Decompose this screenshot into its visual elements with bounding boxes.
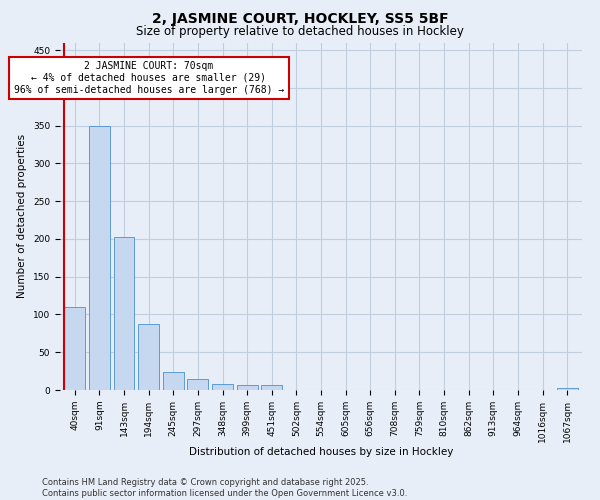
Bar bbox=[236, 386, 257, 390]
Text: 2, JASMINE COURT, HOCKLEY, SS5 5BF: 2, JASMINE COURT, HOCKLEY, SS5 5BF bbox=[152, 12, 448, 26]
Y-axis label: Number of detached properties: Number of detached properties bbox=[17, 134, 28, 298]
Bar bbox=[138, 324, 159, 390]
Bar bbox=[187, 378, 208, 390]
Bar bbox=[557, 388, 578, 390]
Text: Contains HM Land Registry data © Crown copyright and database right 2025.
Contai: Contains HM Land Registry data © Crown c… bbox=[42, 478, 407, 498]
Bar bbox=[113, 236, 134, 390]
X-axis label: Distribution of detached houses by size in Hockley: Distribution of detached houses by size … bbox=[189, 448, 453, 458]
Bar bbox=[64, 307, 85, 390]
Bar bbox=[212, 384, 233, 390]
Text: Size of property relative to detached houses in Hockley: Size of property relative to detached ho… bbox=[136, 25, 464, 38]
Bar bbox=[163, 372, 184, 390]
Bar bbox=[89, 126, 110, 390]
Bar bbox=[261, 386, 282, 390]
Text: 2 JASMINE COURT: 70sqm
← 4% of detached houses are smaller (29)
96% of semi-deta: 2 JASMINE COURT: 70sqm ← 4% of detached … bbox=[14, 62, 284, 94]
